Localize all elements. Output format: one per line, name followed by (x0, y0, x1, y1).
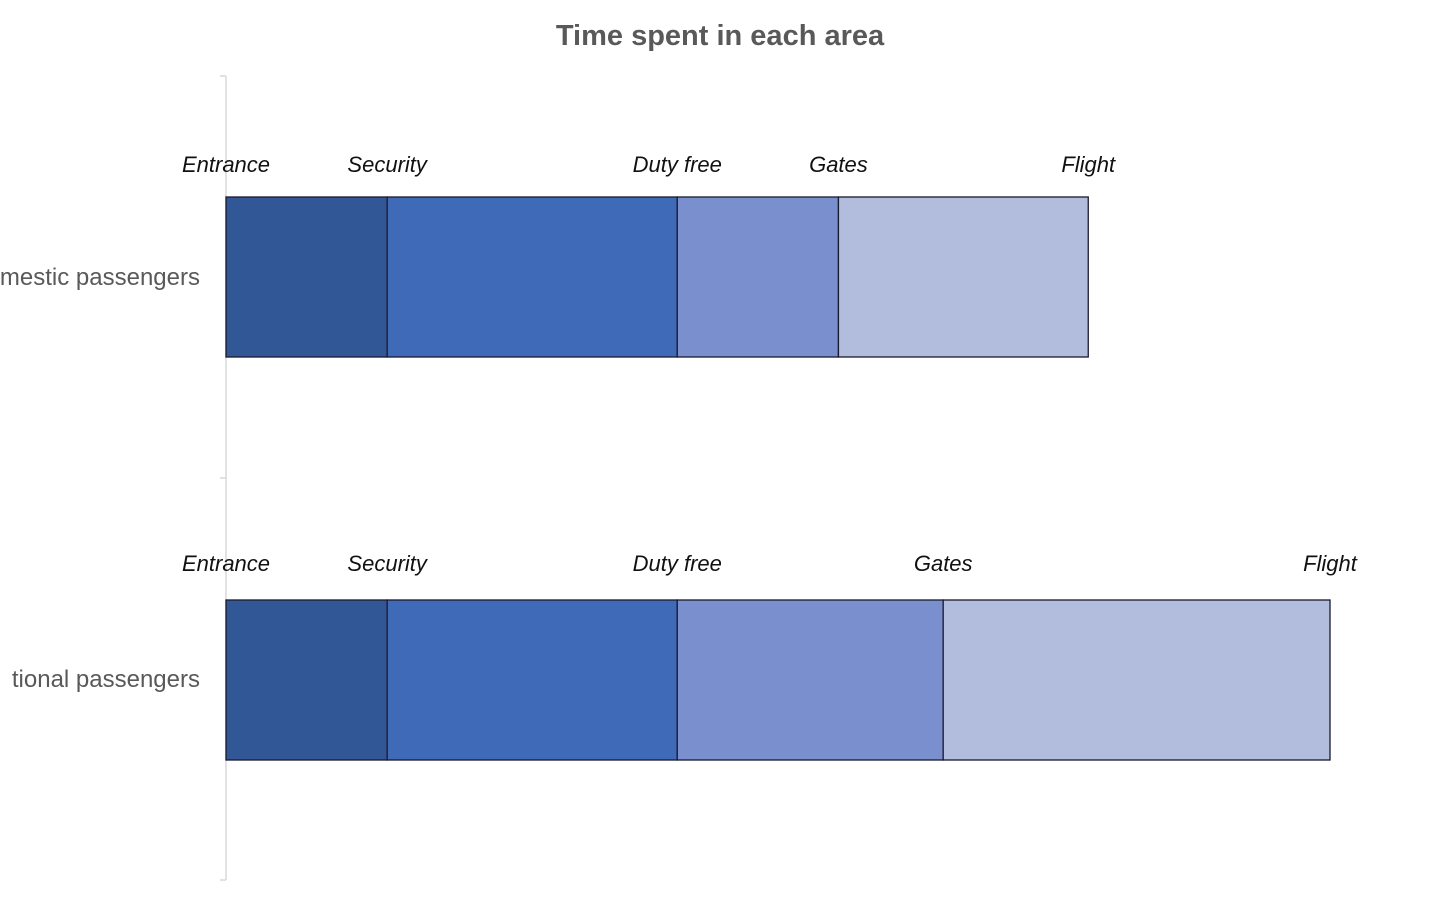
milestone-label: Flight (1303, 551, 1358, 576)
bars-layer (225, 196, 1331, 761)
milestone-label: Duty free (633, 152, 722, 177)
category-label: mestic passengers (0, 264, 200, 291)
milestone-label: Flight (1061, 152, 1116, 177)
bar-segment (386, 599, 678, 761)
milestone-label: Entrance (182, 152, 270, 177)
bar-segment (386, 196, 678, 358)
bar-segment (225, 196, 388, 358)
category-label: tional passengers (12, 666, 200, 693)
bar-segment (942, 599, 1331, 761)
milestone-label: Gates (914, 551, 973, 576)
milestone-label: Duty free (633, 551, 722, 576)
milestone-label: Entrance (182, 551, 270, 576)
category-labels-layer: mestic passengers tional passengers (0, 264, 200, 693)
milestone-label: Gates (809, 152, 868, 177)
chart-title: Time spent in each area (556, 20, 885, 52)
bar-segment (676, 196, 840, 358)
milestone-label: Security (347, 551, 428, 576)
bar-segment (676, 599, 944, 761)
milestone-labels-layer: Entrance Security Duty free Gates Flight Entr… (182, 152, 1358, 576)
category-axis (220, 75, 227, 881)
bar-segment (225, 599, 388, 761)
bar-segment (837, 196, 1089, 358)
milestone-label: Security (347, 152, 428, 177)
